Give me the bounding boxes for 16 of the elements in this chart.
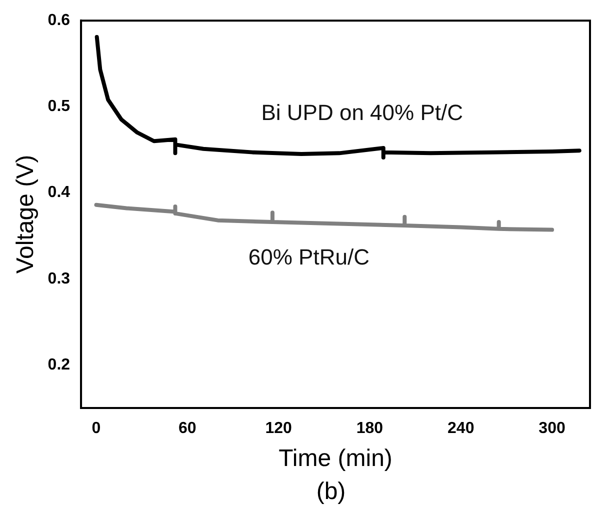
y-tick-label: 0.5 [48,98,70,116]
series-label: Bi UPD on 40% Pt/C [261,100,464,126]
y-tick-label: 0.2 [48,356,70,374]
x-tick-label: 240 [448,420,474,438]
x-tick-label: 120 [265,420,292,438]
y-tick-label: 0.3 [48,270,70,288]
text: (b) [315,478,347,506]
x-tick-label: 0 [92,420,101,438]
x-axis-title: Time (min) [278,445,392,472]
y-tick-label: 0.4 [48,184,70,202]
series-label: 60% PtRu/C [248,244,370,270]
y-axis-title: Voltage (V) [12,154,40,274]
x-tick-label: 180 [356,420,384,438]
x-tick-label: 300 [538,420,566,438]
x-tick-label: 60 [178,420,196,438]
y-tick-label: 0.6 [48,12,70,30]
